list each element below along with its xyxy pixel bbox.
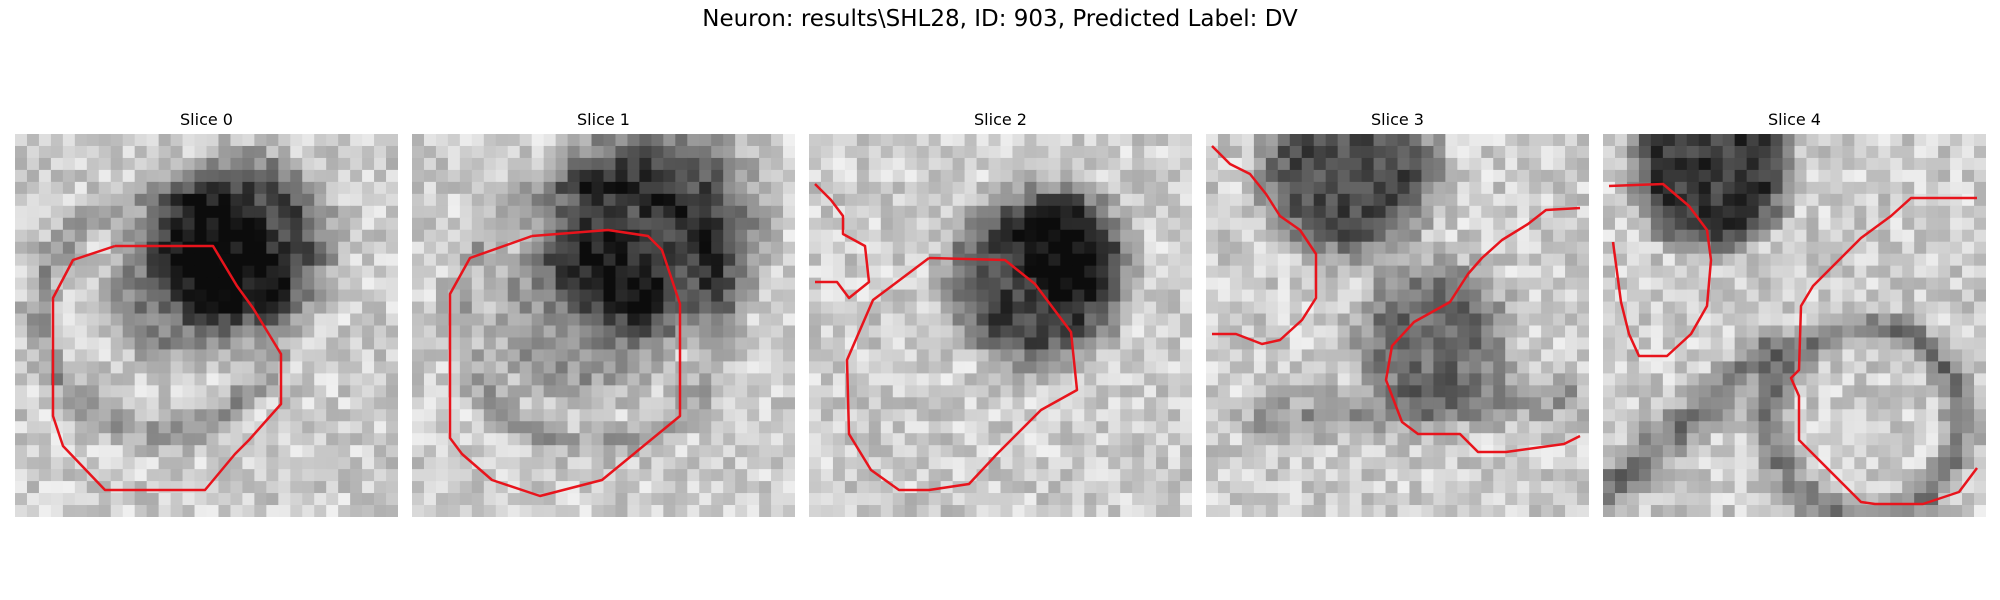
slice-image-4	[1603, 134, 1986, 517]
contour-line	[1211, 145, 1318, 346]
contour-line	[51, 244, 283, 492]
slice-title-4: Slice 4	[1768, 110, 1821, 129]
slice-image-0	[15, 134, 398, 517]
contour-line	[845, 256, 1079, 492]
pixel-grid	[809, 134, 1192, 517]
contour-line	[1384, 206, 1581, 454]
slice-title-0: Slice 0	[180, 110, 233, 129]
slice-title-2: Slice 2	[974, 110, 1027, 129]
figure-title: Neuron: results\SHL28, ID: 903, Predicte…	[702, 6, 1298, 32]
contour-line	[1608, 182, 1713, 358]
slice-image-2	[809, 134, 1192, 517]
contour-line	[448, 228, 682, 498]
slice-image-3	[1206, 134, 1589, 517]
pixel-grid	[1603, 134, 1986, 517]
slice-image-1	[412, 134, 795, 517]
pixel-grid	[15, 134, 398, 517]
slice-title-1: Slice 1	[577, 110, 630, 129]
pixel-grid	[412, 134, 795, 517]
slice-title-3: Slice 3	[1371, 110, 1424, 129]
pixel-grid	[1206, 134, 1589, 517]
contour-line	[814, 183, 871, 300]
contour-line	[1789, 196, 1978, 506]
